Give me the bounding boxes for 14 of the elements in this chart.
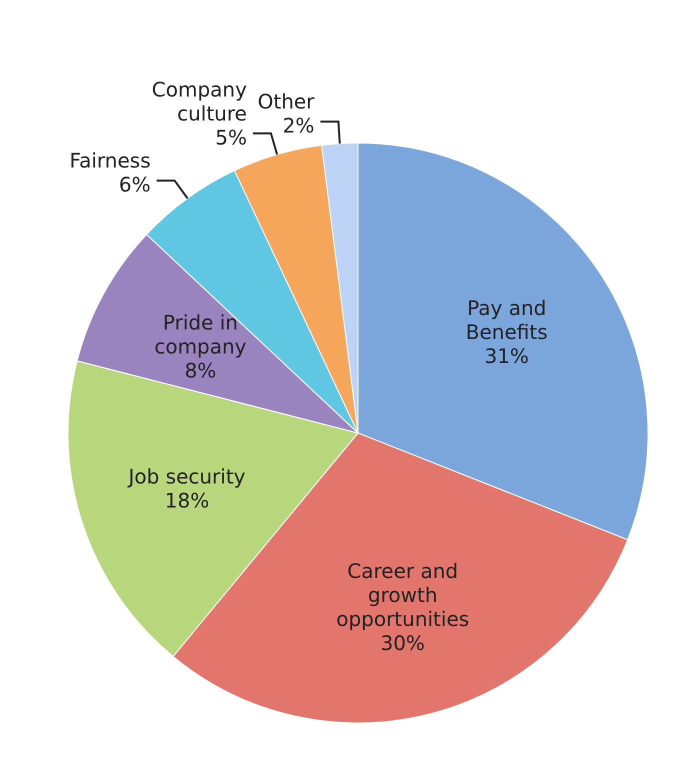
slice-label: Job security	[126, 464, 246, 489]
data-label: 2%	[282, 114, 314, 138]
data-label: 6%	[118, 172, 151, 197]
slice-label: Other	[258, 90, 316, 114]
slice-label: Pride in company	[154, 310, 247, 358]
data-label: 5%	[215, 125, 247, 150]
slice-label: Career and growth opportunities	[336, 559, 470, 632]
data-label: 30%	[380, 631, 425, 656]
data-label: 31%	[484, 344, 529, 368]
slice-label: Company culture	[152, 77, 248, 126]
data-label: 18%	[164, 488, 210, 513]
slice-label: Pay and Benefits	[466, 296, 548, 344]
data-label: 8%	[184, 358, 216, 382]
slice-label: Fairness	[69, 148, 151, 173]
